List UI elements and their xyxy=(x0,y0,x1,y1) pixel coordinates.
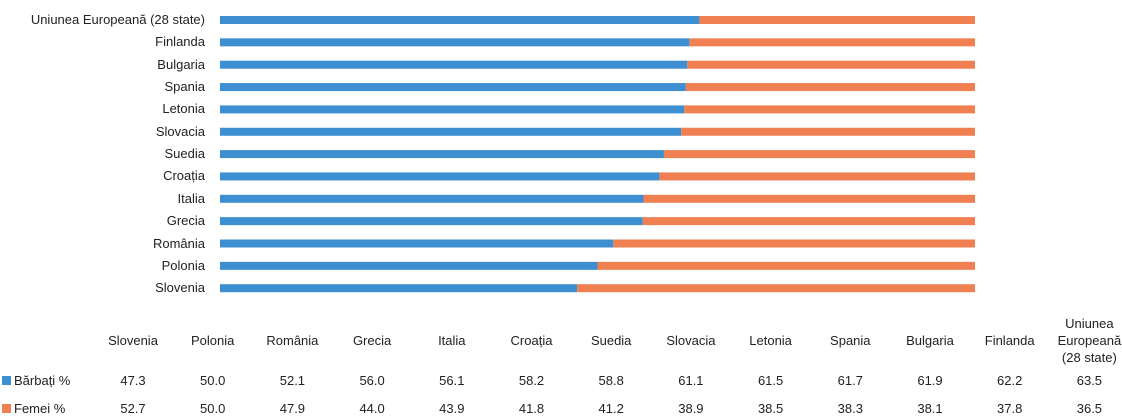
legend-swatch xyxy=(2,375,11,385)
legend-label: Femei % xyxy=(14,400,66,416)
bar-segment xyxy=(577,284,975,293)
table-value: 38.1 xyxy=(917,400,943,416)
table-header: Letonia xyxy=(749,332,792,348)
table-value: 61.1 xyxy=(678,372,704,388)
bar-segment xyxy=(220,172,660,181)
bar-segment xyxy=(220,194,644,203)
category-label: Grecia xyxy=(166,213,205,229)
bar-segment xyxy=(220,261,598,270)
table-header: Bulgaria xyxy=(906,332,954,348)
bar-segment xyxy=(687,60,975,69)
bar-segment xyxy=(597,261,975,270)
category-label: Slovenia xyxy=(155,280,205,296)
bar-segment xyxy=(681,127,975,136)
table-value: 63.5 xyxy=(1076,372,1103,388)
bar-segment xyxy=(689,38,975,47)
table-value: 37.8 xyxy=(997,400,1023,416)
bar-segment xyxy=(613,239,975,248)
bar-segment xyxy=(220,284,578,293)
category-label: Suedia xyxy=(164,146,205,162)
bar-segment xyxy=(220,16,700,24)
table-value: 36.5 xyxy=(1076,400,1103,416)
table-value: 61.9 xyxy=(917,372,943,388)
category-label: Italia xyxy=(177,190,205,206)
table-value: 41.2 xyxy=(598,400,624,416)
table-value: 61.7 xyxy=(837,372,863,388)
category-label: Polonia xyxy=(161,257,205,273)
table-header: Italia xyxy=(438,332,466,348)
table-value: 38.3 xyxy=(837,400,863,416)
bar-segment xyxy=(699,16,975,24)
bar-segment xyxy=(642,217,975,226)
table-value: 56.0 xyxy=(359,372,385,388)
bar-segment xyxy=(663,150,975,159)
table-value: 41.8 xyxy=(518,400,545,416)
table-value: 58.8 xyxy=(598,372,624,388)
bar-segment xyxy=(220,60,688,69)
legend-entry: Femei % xyxy=(2,398,65,418)
legend-entry: Bărbați % xyxy=(2,370,70,390)
table-header: Grecia xyxy=(352,332,392,348)
bar-segment xyxy=(220,83,686,92)
table-value: 50.0 xyxy=(200,372,226,388)
category-label: Finlanda xyxy=(155,34,205,50)
table-header: Slovacia xyxy=(666,332,716,348)
table-header: Finlanda xyxy=(984,332,1035,348)
bar-segment xyxy=(220,38,690,47)
table-value: 52.7 xyxy=(120,400,146,416)
legend-swatch xyxy=(2,403,11,413)
table-header: Polonia xyxy=(191,332,235,348)
table-value: 47.3 xyxy=(120,372,146,388)
table-header: Croația xyxy=(510,332,553,348)
table-header: România xyxy=(266,332,319,348)
bar-segment xyxy=(685,83,975,92)
table-header: Uniunea Europeană (28 state) xyxy=(1057,315,1122,365)
table-value: 38.5 xyxy=(757,400,784,416)
table-value: 56.1 xyxy=(439,372,465,388)
table-value: 58.2 xyxy=(518,372,545,388)
category-label: Uniunea Europeană (28 state) xyxy=(30,12,205,27)
table-header: Suedia xyxy=(590,332,632,348)
table-value: 47.9 xyxy=(279,400,306,416)
table-value: 43.9 xyxy=(439,400,465,416)
bar-segment xyxy=(220,217,643,226)
table-value: 44.0 xyxy=(359,400,385,416)
table-value: 50.0 xyxy=(200,400,226,416)
bar-segment xyxy=(659,172,975,181)
table-header: Slovenia xyxy=(108,332,158,348)
plot xyxy=(220,16,975,293)
legend-label: Bărbați % xyxy=(14,372,71,388)
bar-segment xyxy=(643,194,975,203)
table-value: 62.2 xyxy=(997,372,1023,388)
category-label: Letonia xyxy=(162,101,205,117)
category-label: Slovacia xyxy=(155,123,205,139)
table-value: 38.9 xyxy=(678,400,704,416)
bar-segment xyxy=(220,150,664,159)
category-label: România xyxy=(152,235,205,251)
bar-segment xyxy=(684,105,975,114)
table-value: 52.1 xyxy=(279,372,306,388)
table-value: 61.5 xyxy=(757,372,784,388)
bar-segment xyxy=(220,127,682,136)
bar-segment xyxy=(220,105,685,114)
category-label: Bulgaria xyxy=(157,56,205,72)
category-label: Croația xyxy=(163,168,205,184)
bar-segment xyxy=(220,239,614,248)
category-label: Spania xyxy=(164,79,205,95)
table-header: Spania xyxy=(830,332,871,348)
